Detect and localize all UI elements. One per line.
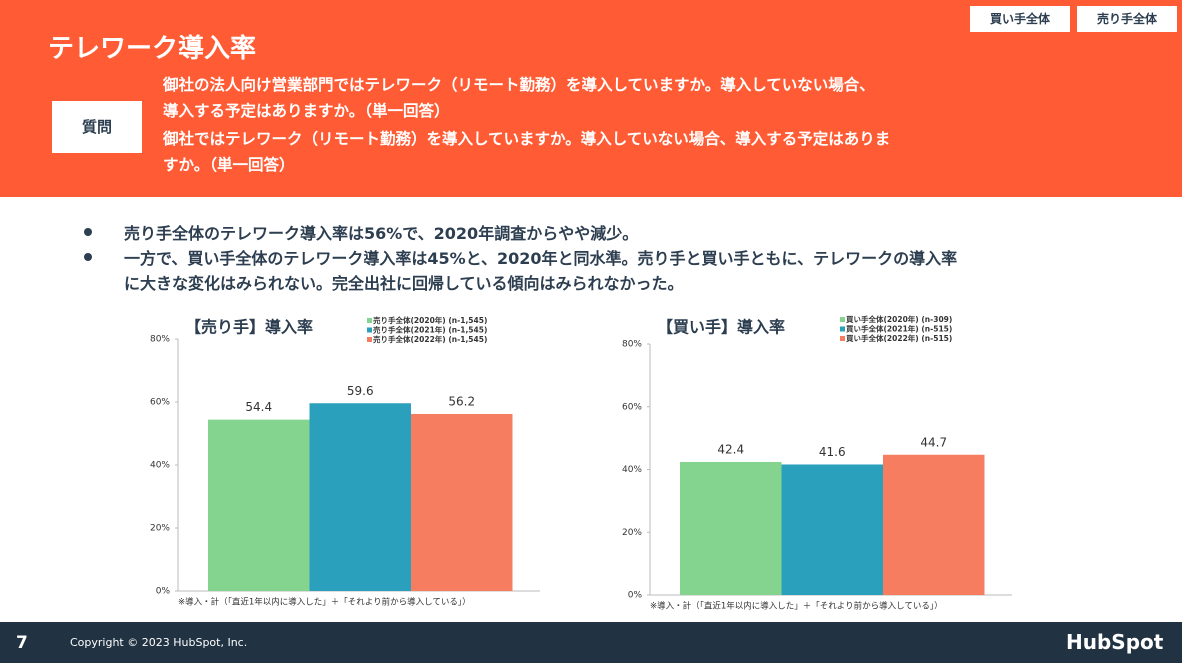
logo: HubSpot bbox=[1066, 630, 1164, 654]
legend-swatch bbox=[840, 317, 845, 322]
value-label: 44.7 bbox=[920, 435, 947, 449]
bar bbox=[680, 461, 782, 595]
page-number: 7 bbox=[16, 633, 28, 653]
legend-label: 売り手全体(2021年) (n-1,545) bbox=[373, 325, 487, 335]
chart-note: ※導入・計（「直近1年以内に導入した」＋「それより前から導入している」） bbox=[650, 601, 943, 612]
value-label: 59.6 bbox=[347, 384, 374, 398]
chart-title: 【買い手】導入率 bbox=[657, 318, 785, 337]
legend-label: 売り手全体(2022年) (n-1,545) bbox=[373, 334, 487, 344]
legend-swatch bbox=[840, 326, 845, 332]
bar bbox=[208, 419, 310, 591]
bar bbox=[781, 464, 883, 595]
bullet-text: に大きな変化はみられない。完全出社に回帰している傾向はみられなかった。 bbox=[124, 274, 684, 293]
value-label: 54.4 bbox=[245, 400, 272, 414]
bullet-dot bbox=[84, 228, 92, 236]
question-line: すか。（単一回答） bbox=[163, 156, 295, 174]
value-label: 42.4 bbox=[717, 442, 744, 456]
question-line: 御社ではテレワーク（リモート勤務）を導入していますか。導入していない場合、導入す… bbox=[163, 130, 891, 148]
bar bbox=[309, 403, 411, 591]
legend-label: 買い手全体(2022年) (n-515) bbox=[846, 333, 952, 343]
y-tick-label: 80% bbox=[150, 335, 170, 345]
y-tick-label: 20% bbox=[622, 528, 642, 538]
tab-button[interactable]: 買い手全体 bbox=[970, 6, 1070, 32]
y-tick-label: 80% bbox=[622, 340, 642, 350]
legend-swatch bbox=[367, 337, 372, 342]
bullet-text: 売り手全体のテレワーク導入率は56%で、2020年調査からやや減少。 bbox=[124, 224, 639, 243]
tab-button[interactable]: 売り手全体 bbox=[1077, 6, 1177, 32]
question-line: 導入する予定はありますか。（単一回答） bbox=[163, 102, 450, 120]
y-tick-label: 40% bbox=[150, 461, 170, 471]
y-tick-label: 40% bbox=[622, 465, 642, 475]
value-label: 56.2 bbox=[448, 394, 475, 408]
y-tick-label: 0% bbox=[628, 591, 643, 601]
legend-label: 買い手全体(2020年) (n-309) bbox=[846, 314, 952, 324]
bar bbox=[883, 454, 985, 595]
chart-title: 【売り手】導入率 bbox=[185, 318, 313, 337]
copyright: Copyright © 2023 HubSpot, Inc. bbox=[70, 636, 248, 649]
legend-swatch bbox=[367, 327, 372, 333]
value-label: 41.6 bbox=[819, 445, 846, 459]
legend-swatch bbox=[367, 318, 372, 323]
question-label: 質問 bbox=[52, 101, 142, 153]
slide-title: テレワーク導入率 bbox=[48, 34, 257, 64]
chart-note: ※導入・計（「直近1年以内に導入した」＋「それより前から導入している」） bbox=[178, 597, 471, 608]
legend-label: 買い手全体(2021年) (n-515) bbox=[846, 324, 952, 334]
y-tick-label: 20% bbox=[150, 524, 170, 534]
y-tick-label: 60% bbox=[622, 402, 642, 412]
bullet-dot bbox=[84, 253, 92, 261]
footer bbox=[0, 622, 1182, 663]
y-tick-label: 60% bbox=[150, 398, 170, 408]
legend-swatch bbox=[840, 336, 845, 341]
header bbox=[0, 0, 1182, 197]
question-line: 御社の法人向け営業部門ではテレワーク（リモート勤務）を導入していますか。導入して… bbox=[163, 76, 875, 94]
y-tick-label: 0% bbox=[156, 587, 171, 597]
bullet-text: 一方で、買い手全体のテレワーク導入率は45%と、2020年と同水準。売り手と買い… bbox=[124, 249, 958, 268]
bar bbox=[411, 413, 513, 591]
legend-label: 売り手全体(2020年) (n-1,545) bbox=[373, 315, 487, 325]
